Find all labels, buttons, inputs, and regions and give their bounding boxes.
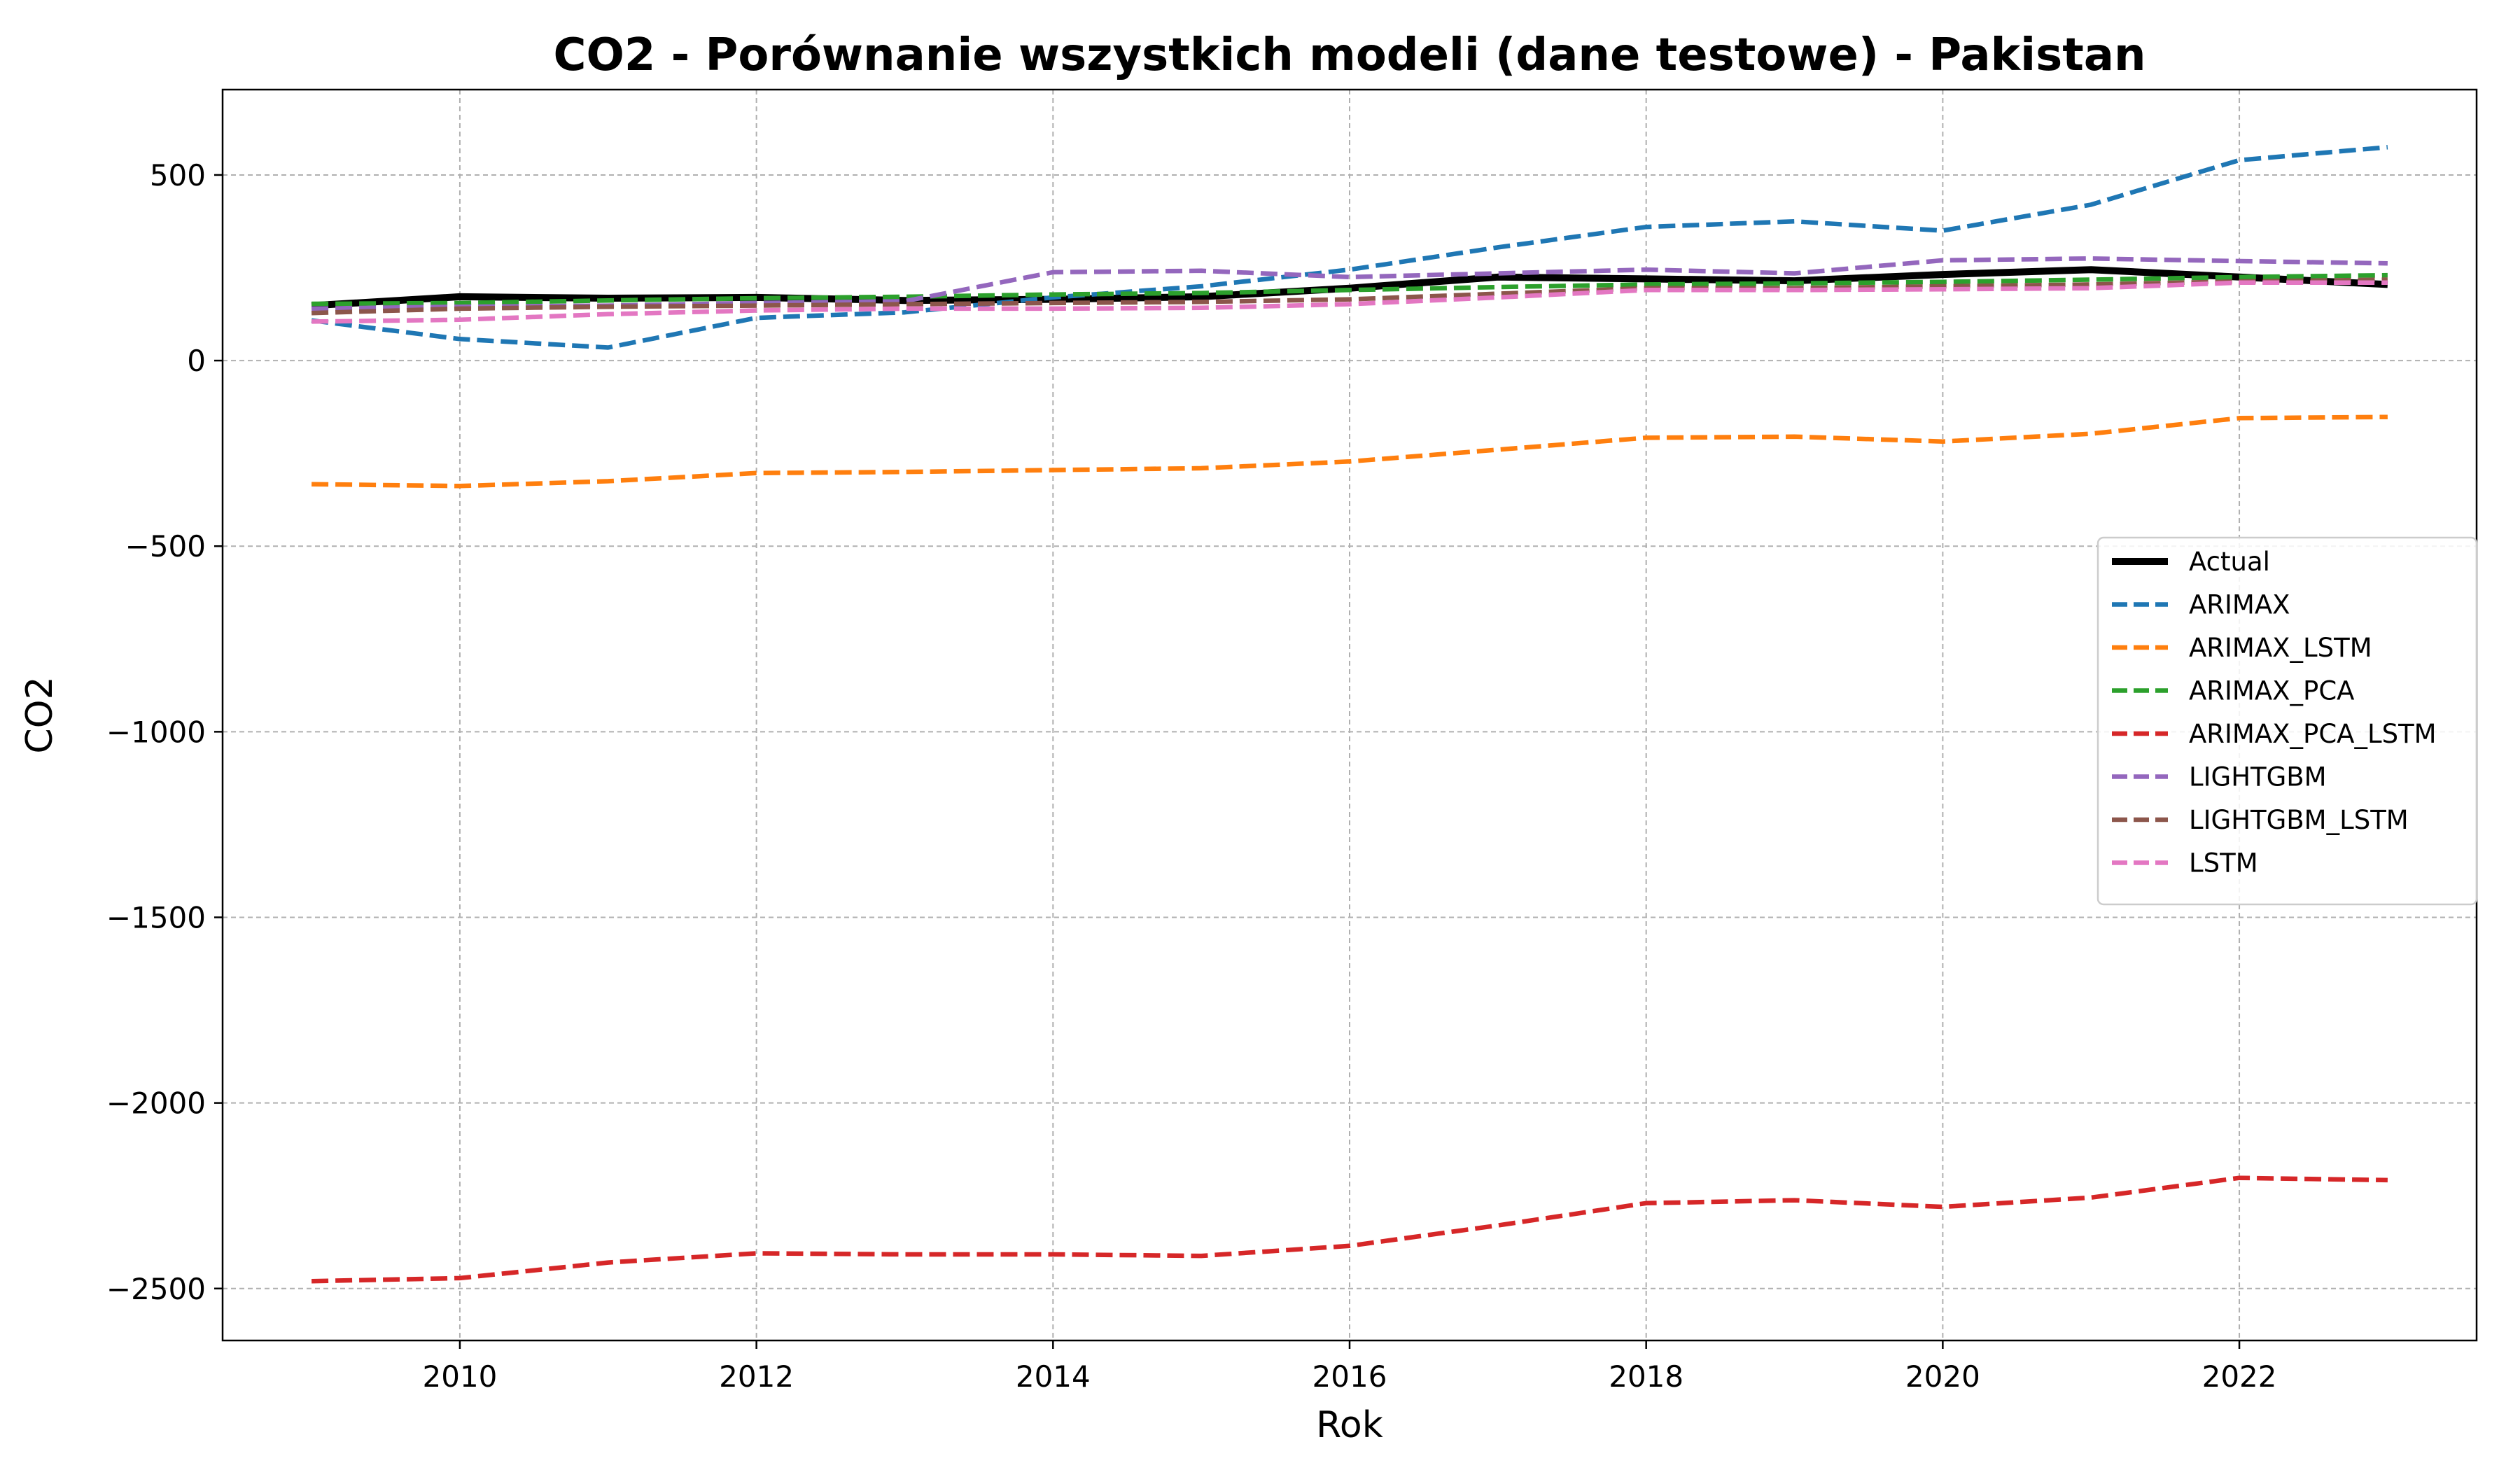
y-tick-label: −500 bbox=[125, 529, 206, 564]
x-tick-label: 2022 bbox=[2202, 1359, 2277, 1394]
x-axis-label: Rok bbox=[1316, 1404, 1383, 1446]
series-line-lightgbm-lstm bbox=[312, 277, 2388, 316]
y-tick-label: 0 bbox=[187, 344, 206, 378]
series-line-arimax-pca-lstm bbox=[312, 1175, 2388, 1284]
legend-label: ARIMAX_LSTM bbox=[2189, 633, 2372, 663]
y-tick-label: −2500 bbox=[106, 1272, 206, 1306]
legend-label: ARIMAX bbox=[2189, 590, 2290, 620]
series-line-arimax bbox=[311, 144, 2388, 350]
axis-ticks: 2010 2012 2014 2016 2018 2020 2022 500 0 −500 −100… bbox=[106, 158, 2277, 1394]
legend-label: Actual bbox=[2189, 547, 2270, 577]
series-line-arimax-lstm bbox=[312, 414, 2388, 489]
legend-label: ARIMAX_PCA bbox=[2189, 676, 2354, 706]
legend-label: LIGHTGBM_LSTM bbox=[2189, 805, 2409, 835]
legend-label: LSTM bbox=[2189, 848, 2258, 878]
legend: Actual ARIMAX ARIMAX_LSTM ARIMAX_PCA ARIMAX_… bbox=[2096, 536, 2478, 906]
x-tick-label: 2018 bbox=[1609, 1359, 1684, 1394]
series-line-arimax-pca bbox=[312, 272, 2388, 307]
y-tick-label: −1500 bbox=[106, 900, 206, 934]
y-tick-label: 500 bbox=[150, 158, 206, 192]
x-tick-label: 2016 bbox=[1312, 1359, 1387, 1394]
x-tick-label: 2010 bbox=[423, 1359, 498, 1394]
series-lines bbox=[311, 144, 2388, 1284]
y-axis-label: CO2 bbox=[19, 676, 61, 753]
y-tick-label: −2000 bbox=[106, 1086, 206, 1121]
legend-box bbox=[2096, 536, 2478, 906]
x-tick-label: 2012 bbox=[719, 1359, 794, 1394]
y-tick-label: −1000 bbox=[106, 715, 206, 749]
series-line-lstm bbox=[312, 280, 2388, 324]
legend-label: LIGHTGBM bbox=[2189, 762, 2327, 792]
chart-title: CO2 - Porównanie wszystkich modeli (dane… bbox=[553, 29, 2146, 81]
grid bbox=[223, 90, 2477, 1340]
legend-label: ARIMAX_PCA_LSTM bbox=[2189, 719, 2437, 749]
x-tick-label: 2014 bbox=[1016, 1359, 1091, 1394]
x-tick-label: 2020 bbox=[1905, 1359, 1980, 1394]
